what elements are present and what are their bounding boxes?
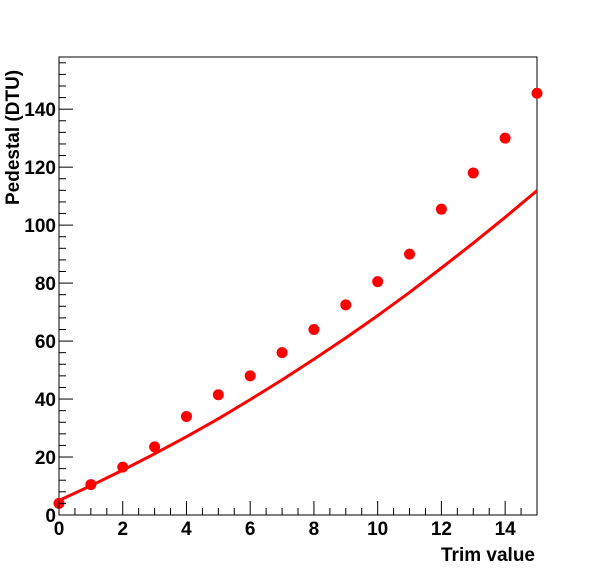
y-tick-label: 0: [45, 506, 56, 527]
x-tick-label: 12: [431, 519, 452, 540]
data-point: [276, 347, 288, 359]
x-tick-label: 0: [54, 519, 65, 540]
fit-curve-layer: [58, 189, 538, 502]
x-tick-label: 2: [117, 519, 128, 540]
data-point: [531, 87, 543, 99]
y-axis-ticks: 0 20 40 60 80 100 120 140: [24, 62, 73, 527]
x-tick-label: 10: [367, 519, 388, 540]
y-tick-label: 100: [24, 216, 56, 237]
x-tick-label: 8: [309, 519, 320, 540]
y-tick-label: 140: [24, 100, 56, 121]
data-point: [212, 389, 224, 401]
data-point: [85, 479, 97, 491]
y-tick-label: 40: [35, 390, 56, 411]
y-axis-title: Pedestal (DTU): [3, 70, 24, 205]
y-tick-label: 20: [35, 448, 56, 469]
x-tick-label: 4: [181, 519, 192, 540]
fit-curve: [58, 189, 538, 502]
data-point: [467, 167, 479, 179]
x-tick-label: 6: [245, 519, 256, 540]
data-point: [340, 299, 352, 311]
data-point: [244, 370, 256, 382]
y-tick-label: 120: [24, 158, 56, 179]
plot-frame: [58, 56, 538, 516]
data-point: [435, 203, 447, 215]
y-tick-label: 80: [35, 274, 56, 295]
x-axis-ticks: 0 2 4 6 8 10 12 14: [54, 501, 538, 540]
x-axis-title: Trim value: [441, 545, 535, 566]
data-point: [372, 276, 384, 288]
data-point: [180, 410, 192, 422]
data-point: [308, 323, 320, 335]
y-tick-label: 60: [35, 332, 56, 353]
x-tick-label: 14: [495, 519, 517, 540]
data-point: [149, 441, 161, 453]
data-point: [404, 248, 416, 260]
data-point: [499, 132, 511, 144]
data-points-layer: [53, 87, 543, 509]
data-point: [117, 461, 129, 473]
